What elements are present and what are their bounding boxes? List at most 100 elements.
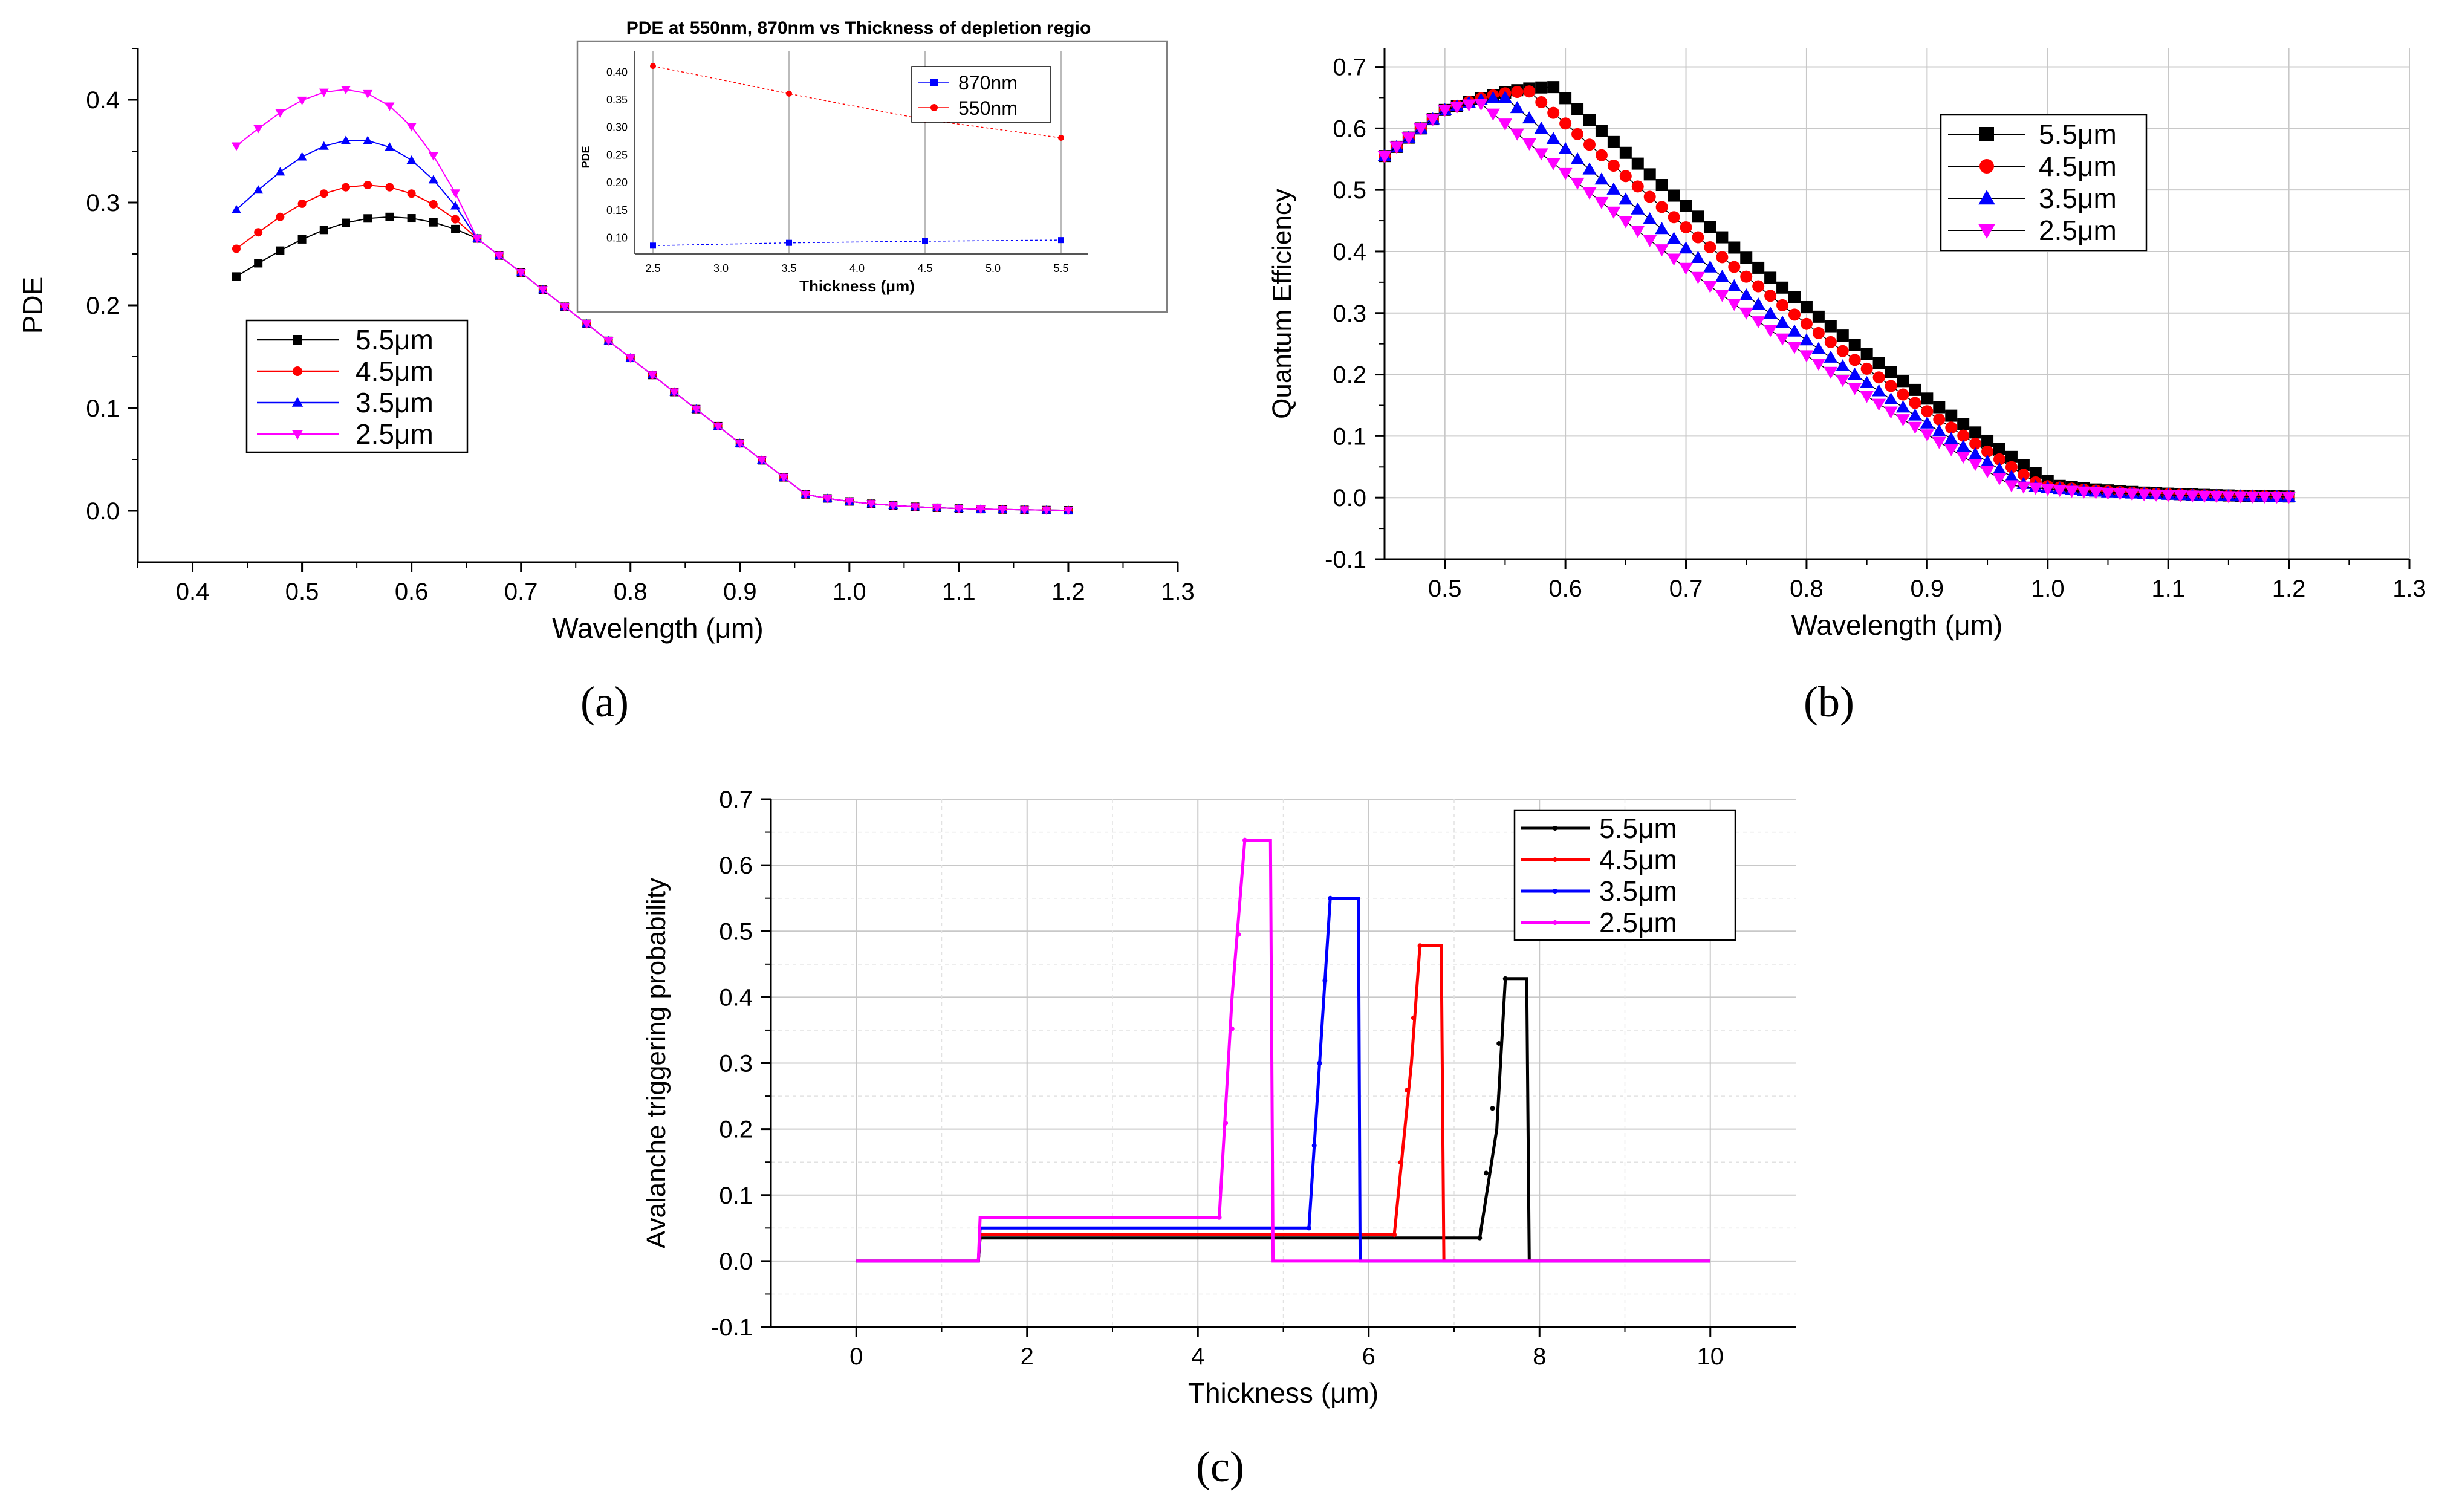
data-point [1848,383,1862,395]
data-point [1317,1060,1322,1066]
data-point [1836,359,1850,372]
data-point [1932,436,1946,449]
inset-point [1058,135,1064,141]
legend-box [245,319,469,453]
data-point [1872,398,1886,411]
x-tick-label-3: 0.7 [504,579,538,605]
data-point [1462,99,1476,112]
data-point [1377,151,1392,163]
data-point [1607,160,1620,172]
data-point [1229,1026,1235,1031]
x-tick-label-3: 0.8 [1790,576,1824,602]
x-tick-label-2: 4 [1191,1343,1204,1370]
data-point [516,268,526,277]
data-point [1860,391,1874,403]
data-point [1727,299,1741,311]
caption-b: (b) [1804,678,1854,726]
data-point [2113,488,2127,501]
data-point [779,473,789,482]
data-point [1690,271,1705,284]
data-point [1223,1120,1229,1126]
data-point [1764,290,1777,302]
data-point [1438,105,1452,117]
y-tick-label-6: 0.5 [719,918,753,945]
data-point [1522,111,1536,124]
data-point [1956,451,1970,464]
series-line-2.5μm [1384,103,2289,498]
data-point [472,235,482,244]
data-point [1655,201,1668,213]
legend-box [1513,809,1736,941]
y-tick-label-6: 0.5 [1333,177,1366,204]
data-point [1775,333,1790,346]
data-point [1498,90,1512,103]
legend-label-1: 4.5μm [356,355,434,387]
y-tick-label-7: 0.6 [1333,115,1366,142]
inset-frame [576,40,1168,313]
data-point [1812,326,1825,339]
inset-line-550nm [652,65,1062,138]
data-point [2209,491,2224,504]
data-point [1703,260,1717,273]
data-point [1799,333,1814,346]
data-point [1692,210,1704,223]
data-point [1728,261,1741,273]
data-point [1824,350,1838,363]
data-point [1619,146,1632,159]
data-point [976,505,986,514]
inset-legend-box [911,66,1051,123]
data-point [1776,281,1789,294]
data-point [1322,978,1328,984]
data-point [2017,469,2030,481]
data-point [1483,1170,1489,1176]
data-point [1752,261,1765,274]
data-point [2017,459,2030,472]
y-tick-label-3: 0.2 [719,1117,753,1143]
data-point [319,88,329,97]
data-point [1908,408,1922,421]
x-tick-label-7: 1.2 [2272,576,2306,602]
data-point [2258,492,2272,504]
data-point [1486,91,1500,103]
y-tick-label-0: 0.0 [86,498,120,525]
y-tick-label-0: -0.1 [1325,547,1366,573]
data-point [1775,315,1790,328]
data-point [1945,409,1958,422]
legend-label-1: 4.5μm [2039,151,2117,182]
data-point [1405,1088,1410,1093]
data-point [1631,157,1644,170]
data-point [1559,92,1572,105]
data-point [1909,383,1921,396]
legend-label-0: 5.5μm [1599,813,1677,844]
data-point [910,503,920,512]
data-point [2173,490,2187,502]
data-point [822,495,833,504]
data-point [1690,251,1705,264]
data-point [1956,440,1970,452]
data-point [1716,231,1729,244]
data-point [2233,491,2248,504]
panel-b-chart: 0.5 0.6 0.7 0.8 0.9 1.0 1.1 1.2 1.3 -0.1 0.0 0.1 0.2… [1267,48,2426,641]
data-point [1535,96,1548,108]
data-point [1490,1106,1495,1111]
data-point [406,155,417,164]
data-point [582,320,592,329]
data-point [801,490,811,499]
y-tick-label-2: 0.2 [86,293,120,319]
data-point [1921,392,1934,405]
legend-label-2: 3.5μm [356,387,434,418]
data-point [1680,200,1692,212]
data-point [1041,506,1051,515]
data-point [1993,443,2005,455]
inset-x-tick-4: 4.5 [917,262,932,274]
legend-label-3: 2.5μm [356,418,434,450]
data-point [1668,189,1680,202]
data-point [1595,149,1608,161]
legend-label-3: 2.5μm [2039,215,2117,246]
data-point [297,96,307,105]
data-point [1477,1235,1483,1241]
data-point [1957,429,1970,442]
data-point [1594,172,1609,185]
